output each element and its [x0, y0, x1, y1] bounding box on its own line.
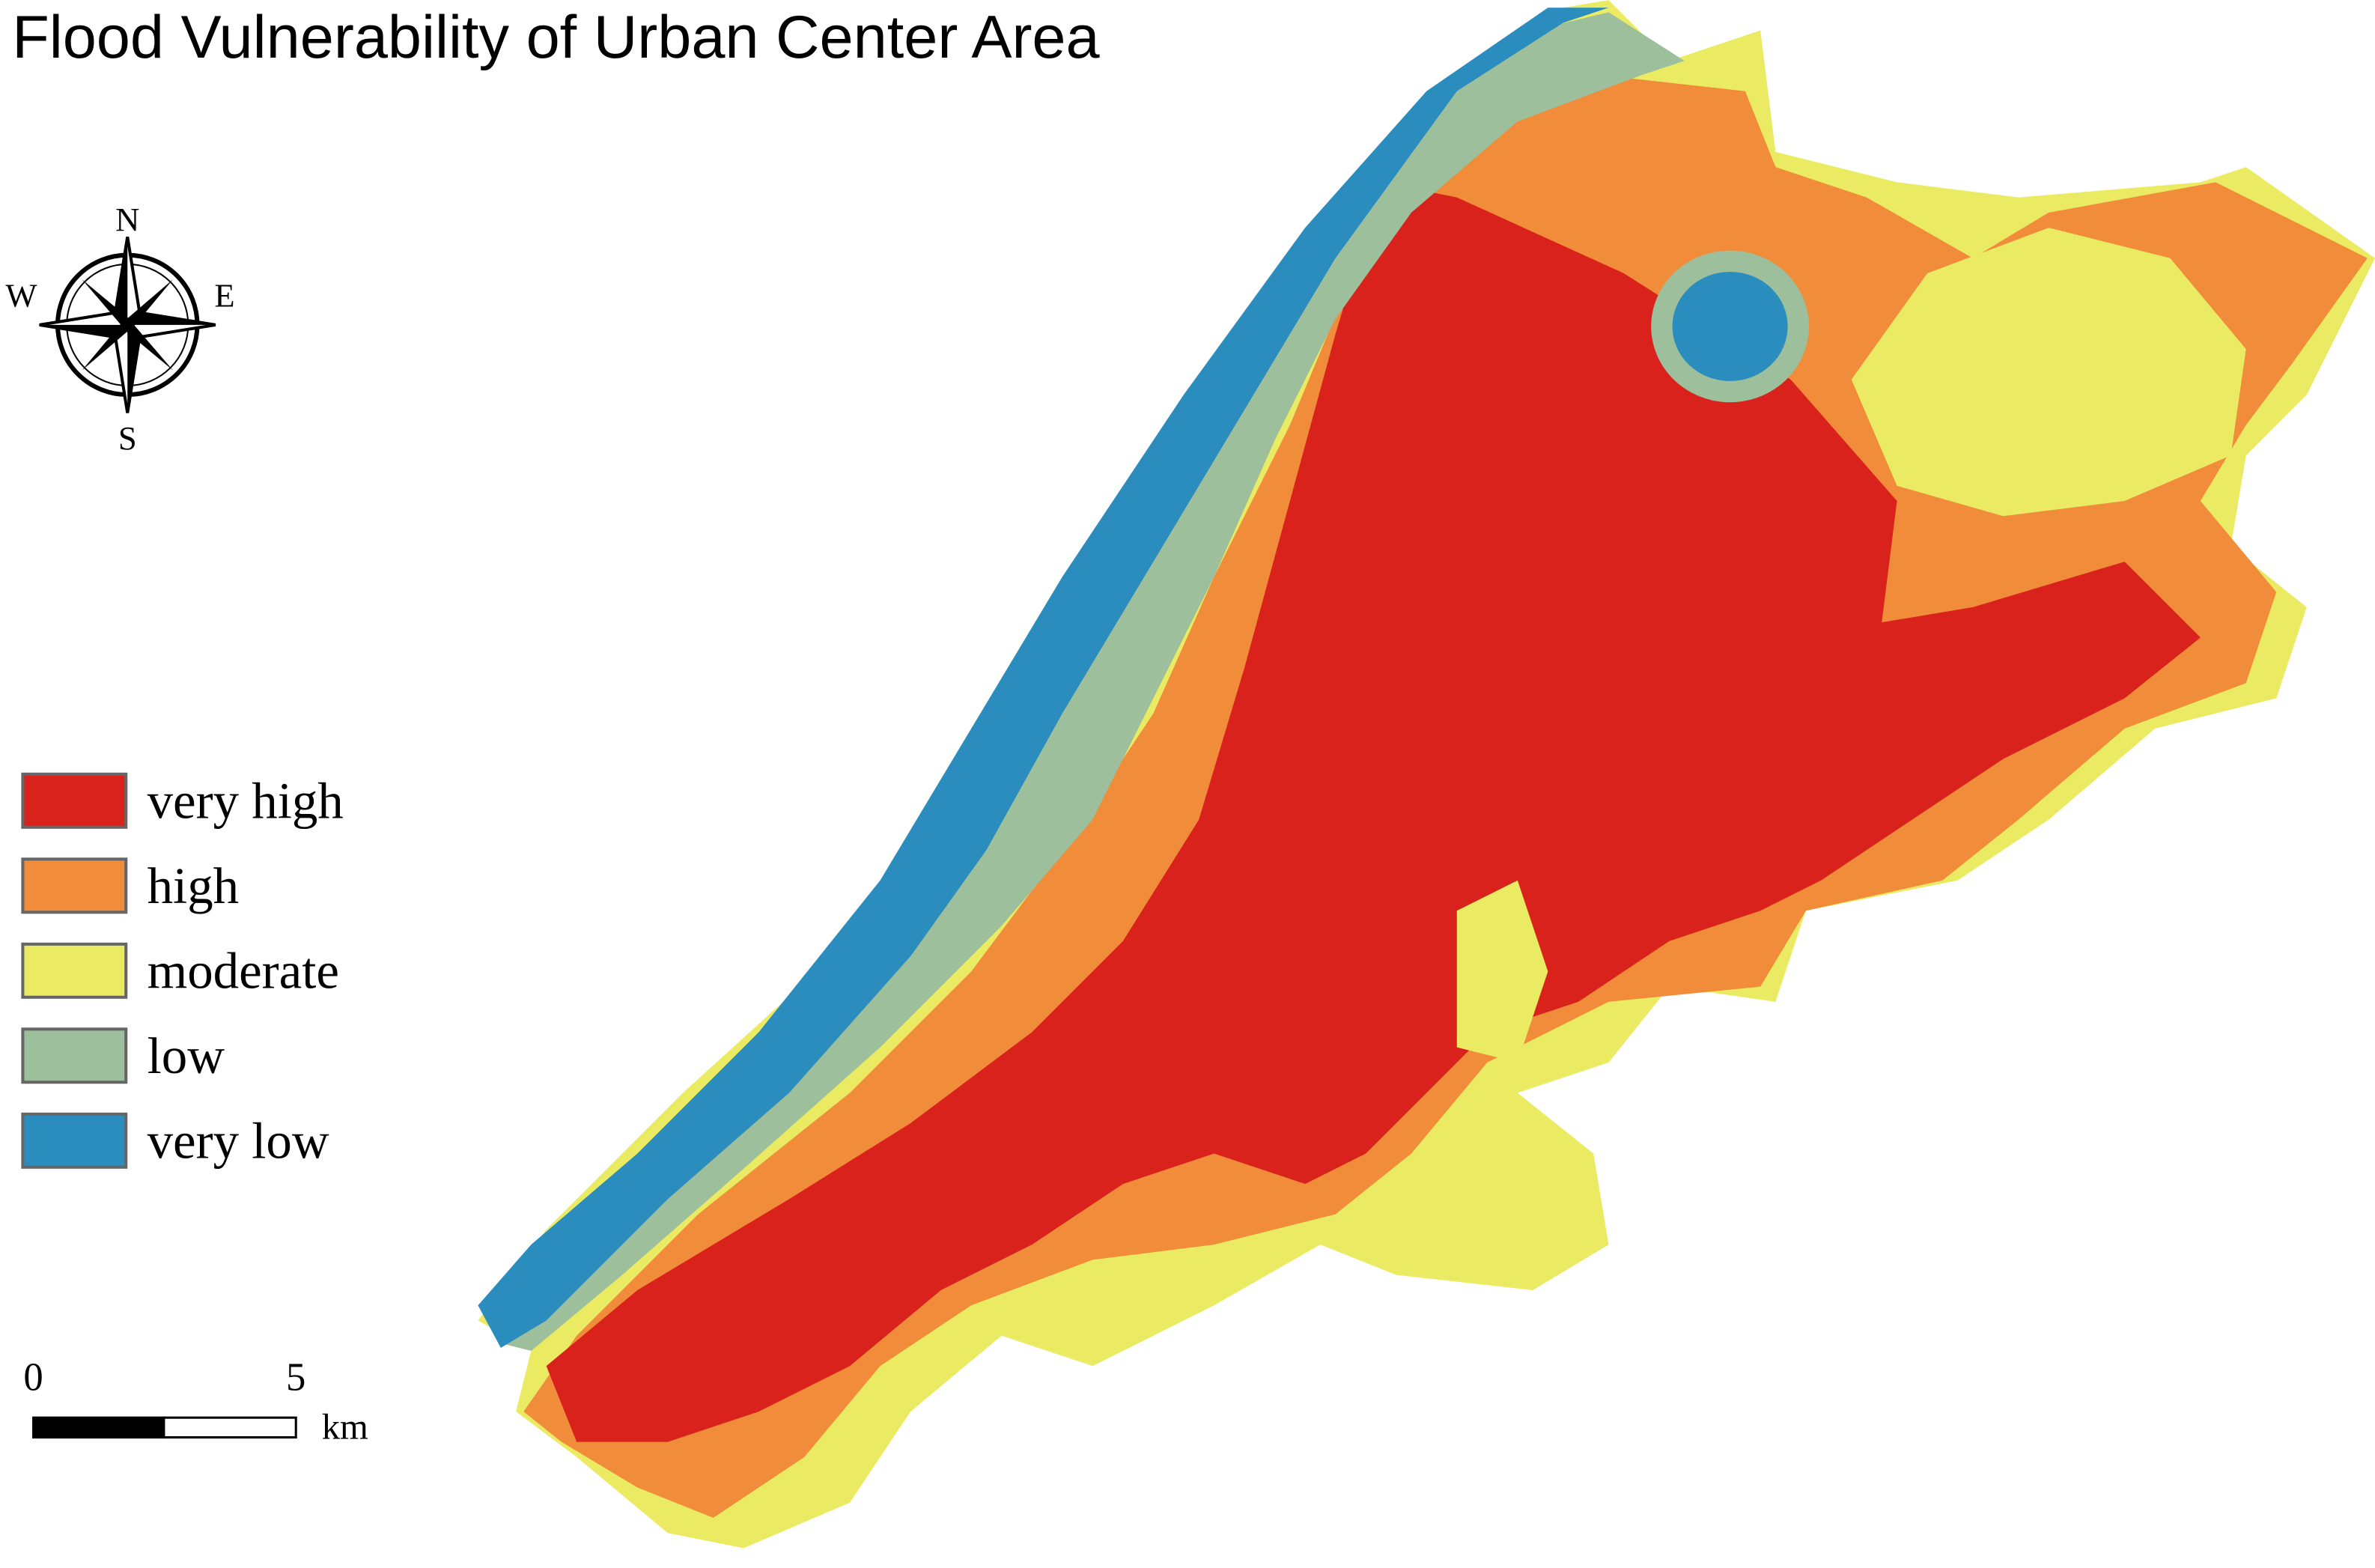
compass-w: W [5, 277, 37, 314]
legend-swatch [21, 942, 128, 999]
legend-label: low [148, 1027, 225, 1084]
legend: very high high moderate low very low [21, 772, 344, 1170]
compass-n: N [115, 201, 139, 238]
legend-label: very high [148, 773, 344, 830]
legend-swatch [21, 1027, 128, 1084]
compass-diag [82, 279, 174, 371]
compass: N S W E [5, 201, 234, 457]
region-low [482, 12, 1685, 1352]
legend-label: moderate [148, 943, 339, 1000]
scale-unit: km [322, 1407, 368, 1447]
legend-swatch [21, 1112, 128, 1169]
scale-bar: 0 5 km [23, 1356, 368, 1447]
map-area [478, 0, 2375, 1549]
region-moderate-south [1456, 880, 1548, 1063]
region-moderate-east [1851, 228, 2246, 517]
scale-segment [162, 1416, 297, 1439]
scale-label: 0 [23, 1356, 43, 1400]
legend-label: high [148, 857, 240, 914]
legend-swatch [21, 772, 128, 829]
map-title: Flood Vulnerability of Urban Center Area [12, 4, 1100, 71]
lake [1672, 271, 1788, 381]
scale-label: 5 [286, 1356, 305, 1400]
legend-swatch [21, 857, 128, 914]
region-very-low [478, 7, 1609, 1348]
region-very-high [546, 182, 2201, 1442]
legend-label: very low [148, 1113, 329, 1170]
scale-segment [32, 1416, 165, 1439]
compass-s: S [118, 419, 137, 457]
compass-e: E [214, 277, 234, 314]
